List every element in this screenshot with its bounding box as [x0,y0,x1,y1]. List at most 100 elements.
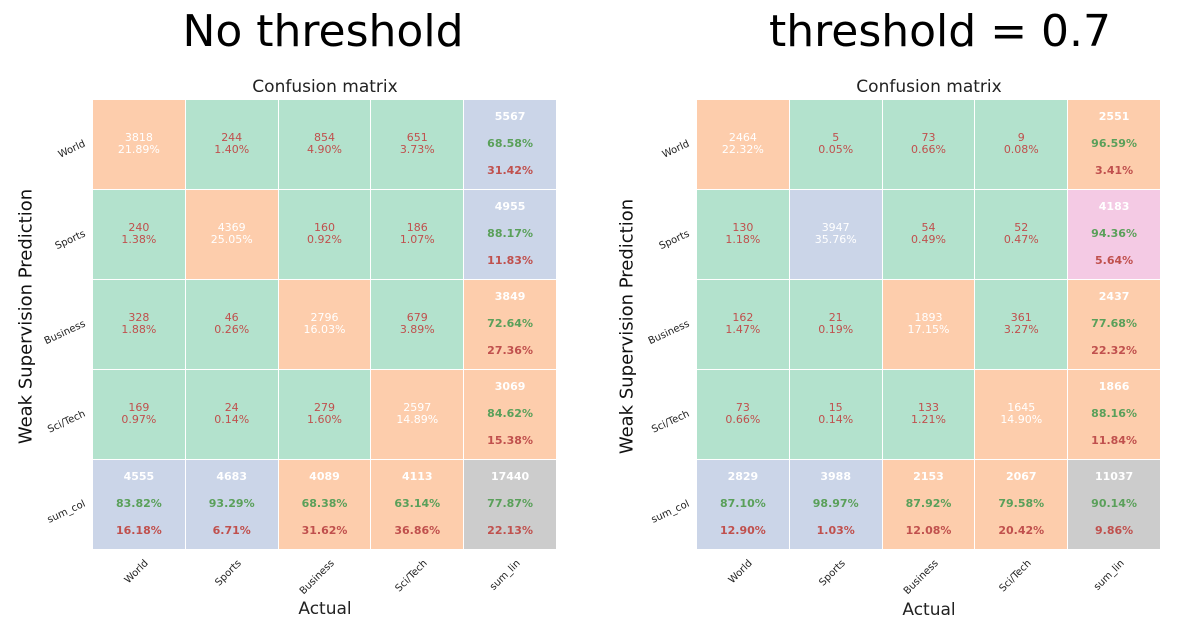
matrix-cell: 3988 98.97% 1.03% [789,460,883,550]
matrix-cell: 1893 17.15% [882,280,976,370]
cell-count: 5 [832,131,840,144]
row-tick-label: sum_col [45,498,88,526]
sum-accuracy: 72.64% [487,317,533,330]
sum-total: 2551 [1098,110,1130,123]
matrix-cell: 54 0.49% [882,190,976,280]
cell-percent: 0.14% [818,413,854,426]
sum-total: 2153 [913,470,944,483]
cell-count: 15 [828,401,843,414]
sum-total: 11037 [1094,470,1134,483]
cell-percent: 3.89% [399,323,435,336]
matrix-cell: 5 0.05% [789,100,883,190]
row-tick-label: sum_col [649,498,692,526]
cell-percent: 14.90% [1000,413,1043,426]
panel-title: No threshold [182,6,464,57]
sum-accuracy: 88.16% [1091,407,1137,420]
sum-error: 27.36% [487,344,533,357]
matrix-cell: 24 0.14% [185,370,279,460]
cell-percent: 14.89% [396,413,439,426]
left-panel: No threshold Confusion matrix 3818 21.89%… [15,6,557,619]
cell-count: 9 [1017,131,1025,144]
cell-percent: 1.60% [307,413,342,426]
matrix-cell: 169 0.97% [93,370,186,460]
sum-accuracy: 84.62% [487,407,533,420]
cell-percent: 0.14% [214,413,250,426]
sum-accuracy: 87.92% [905,497,952,510]
sum-total: 3988 [820,470,851,483]
matrix-cell: 2153 87.92% 12.08% [882,460,976,550]
sum-total: 4113 [401,470,433,483]
cell-count: 133 [917,401,939,414]
cell-percent: 1.21% [911,413,946,426]
cell-percent: 0.05% [818,143,854,156]
sum-error: 5.64% [1095,254,1134,267]
cell-count: 3818 [124,131,153,144]
y-axis-label: Weak Supervision Prediction [15,188,37,445]
sum-total: 2829 [727,470,759,483]
matrix-cell: 52 0.47% [975,190,1069,280]
cell-count: 1645 [1007,401,1036,414]
x-axis-label: Actual [902,600,956,620]
matrix-cell: 4683 93.29% 6.71% [185,460,279,550]
matrix-cell: 651 3.73% [371,100,465,190]
matrix-cell: 4369 25.05% [185,190,279,280]
matrix-cell: 46 0.26% [185,280,279,370]
cell-count: 854 [313,131,335,144]
cell-percent: 0.26% [214,323,250,336]
cell-count: 73 [921,131,936,144]
sum-accuracy: 79.58% [998,497,1045,510]
cell-count: 162 [732,311,754,324]
matrix-cell: 2464 22.32% [697,100,790,190]
sum-accuracy: 68.38% [301,497,348,510]
cell-count: 1893 [914,311,943,324]
cell-percent: 1.47% [725,323,761,336]
sum-accuracy: 88.17% [487,227,533,240]
cell-percent: 22.32% [721,143,764,156]
sum-total: 4955 [494,200,526,213]
cell-percent: 1.88% [121,323,157,336]
cell-count: 186 [406,221,428,234]
matrix-cell: 1645 14.90% [975,370,1069,460]
sum-error: 9.86% [1095,524,1134,537]
matrix-cell: 5567 68.58% 31.42% [464,100,557,190]
cell-percent: 0.66% [911,143,946,156]
sum-accuracy: 90.14% [1091,497,1137,510]
cell-percent: 0.08% [1003,143,1039,156]
matrix-cell: 1866 88.16% 11.84% [1068,370,1161,460]
matrix-cell: 3818 21.89% [93,100,186,190]
cell-percent: 17.15% [907,323,950,336]
cell-count: 73 [735,401,750,414]
matrix-cell: 9 0.08% [975,100,1069,190]
matrix-cell: 2829 87.10% 12.90% [697,460,790,550]
cell-percent: 3.27% [1003,323,1039,336]
matrix-cell: 21 0.19% [789,280,883,370]
sum-accuracy: 77.68% [1091,317,1137,330]
cell-count: 46 [224,311,239,324]
sum-accuracy: 96.59% [1091,137,1137,150]
cell-count: 679 [406,311,428,324]
matrix-cell: 130 1.18% [697,190,790,280]
cell-count: 2796 [310,311,339,324]
cell-percent: 4.90% [307,143,342,156]
confusion-matrix-grid: 2464 22.32% 5 0.05% 73 0.66% 9 0.08% 2551 96.59% 3… [697,100,1161,550]
sum-error: 3.41% [1095,164,1134,177]
sum-accuracy: 63.14% [394,497,441,510]
cell-count: 160 [313,221,335,234]
sum-error: 31.62% [301,524,348,537]
cell-percent: 21.89% [117,143,160,156]
matrix-cell: 17440 77.87% 22.13% [464,460,557,550]
matrix-cell: 244 1.40% [185,100,279,190]
cell-count: 52 [1014,221,1029,234]
sum-error: 6.71% [212,524,251,537]
sum-error: 31.42% [487,164,533,177]
matrix-cell: 4955 88.17% 11.83% [464,190,557,280]
sum-accuracy: 98.97% [812,497,859,510]
matrix-cell: 160 0.92% [278,190,372,280]
cell-count: 328 [128,311,150,324]
cell-count: 169 [128,401,150,414]
row-tick-label: World [660,138,692,161]
cell-percent: 0.66% [725,413,761,426]
cell-percent: 0.19% [818,323,854,336]
matrix-cell: 2597 14.89% [371,370,465,460]
sum-total: 4183 [1098,200,1130,213]
